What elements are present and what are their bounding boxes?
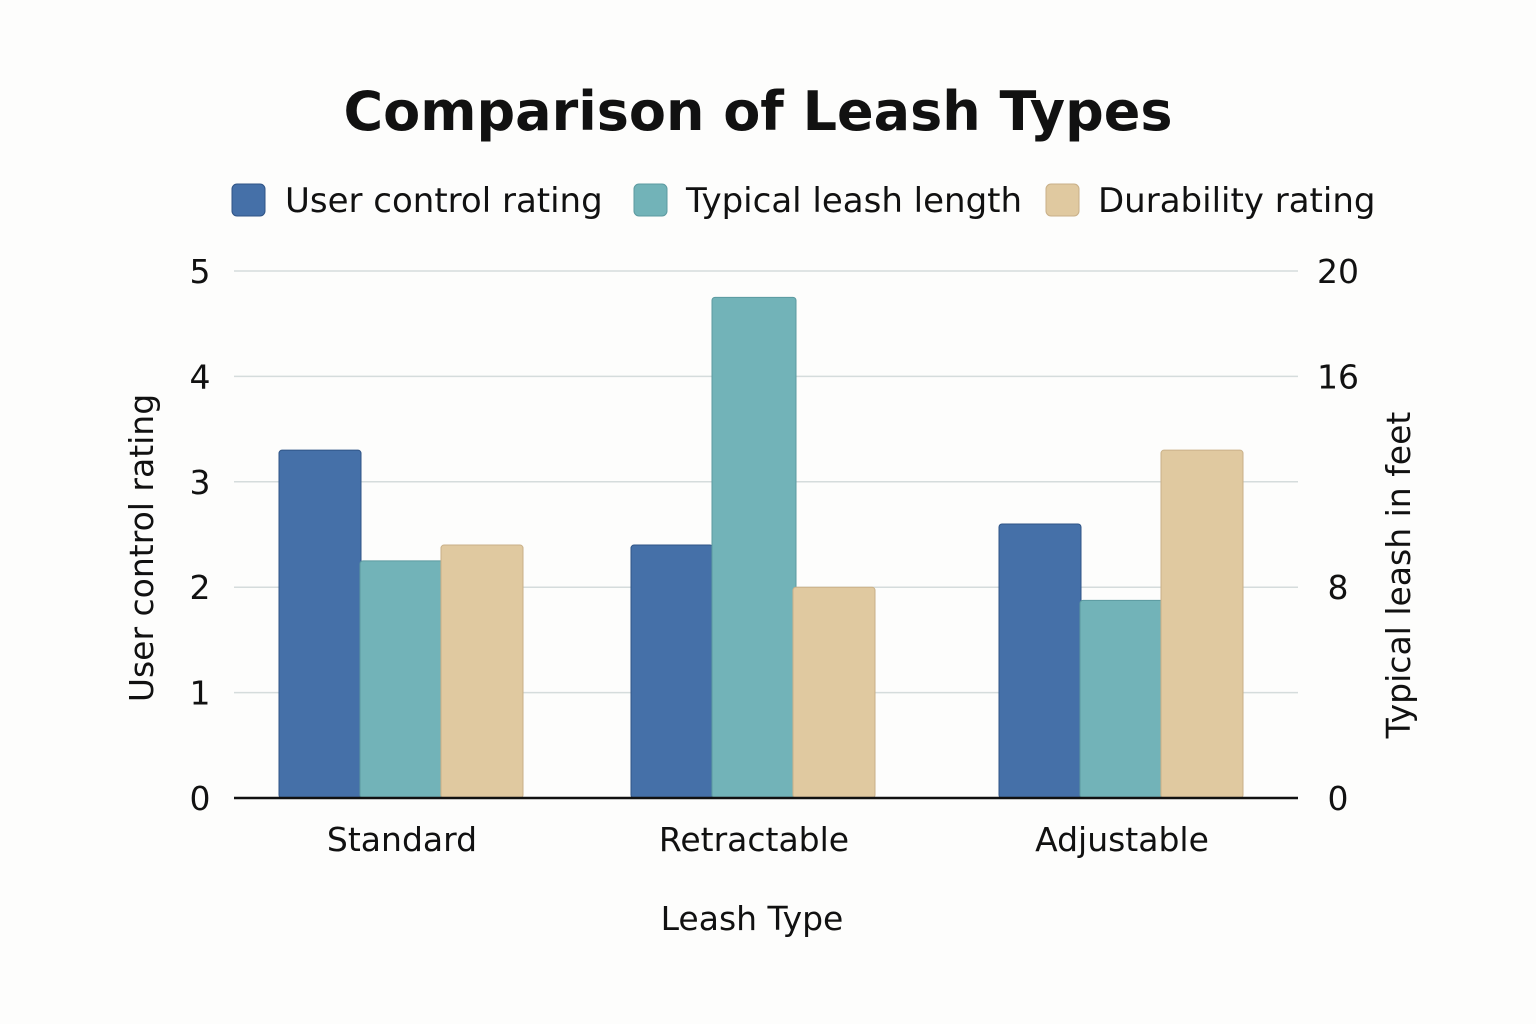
category-labels: Standard Retractable Adjustable (327, 820, 1209, 859)
bar-user-control-rating-retractable (630, 544, 714, 799)
bar-durability-rating-standard (440, 544, 524, 799)
bars (278, 296, 1244, 799)
legend-label-leash-length: Typical leash length (685, 181, 1022, 221)
x-category-label: Standard (327, 820, 477, 859)
y-tick-label-right: 16 (1317, 357, 1359, 396)
bar-user-control-rating-adjustable (998, 523, 1082, 799)
right-axis-ticks: 0 8 16 20 (1317, 252, 1359, 818)
legend-label-durability: Durability rating (1098, 181, 1375, 221)
legend-item: Durability rating (1045, 181, 1375, 221)
y-tick-label-right: 0 (1328, 779, 1349, 818)
bar-typical-leash-length-standard (359, 560, 445, 799)
left-axis-ticks: 0 1 2 3 4 5 (190, 252, 211, 818)
x-category-label: Retractable (659, 820, 849, 859)
legend-item: Typical leash length (633, 181, 1022, 221)
y-tick-label-left: 3 (190, 463, 211, 502)
bar-durability-rating-retractable (792, 586, 876, 799)
y-tick-label-right: 20 (1317, 252, 1359, 291)
legend-swatch-durability (1045, 183, 1080, 217)
legend-swatch-leash-length (633, 183, 668, 217)
y-axis-label-left: User control rating (122, 394, 161, 702)
bar-typical-leash-length-retractable (711, 296, 797, 799)
legend-label-user-control: User control rating (285, 181, 603, 221)
legend: User control rating Typical leash length… (231, 181, 1375, 221)
y-tick-label-left: 1 (190, 674, 211, 713)
legend-swatch-user-control (231, 183, 266, 217)
y-tick-label-left: 5 (190, 252, 211, 291)
bar-durability-rating-adjustable (1160, 449, 1244, 799)
y-axis-label-right: Typical leash in feet (1379, 412, 1418, 740)
y-tick-label-right: 8 (1328, 568, 1349, 607)
y-tick-label-left: 0 (190, 779, 211, 818)
y-tick-label-left: 2 (190, 568, 211, 607)
x-axis-label: Leash Type (661, 899, 844, 938)
chart-title: Comparison of Leash Types (343, 80, 1172, 143)
bar-typical-leash-length-adjustable (1079, 599, 1165, 799)
legend-item: User control rating (231, 181, 603, 221)
bar-user-control-rating-standard (278, 449, 362, 799)
y-tick-label-left: 4 (190, 357, 211, 396)
x-category-label: Adjustable (1035, 820, 1209, 859)
